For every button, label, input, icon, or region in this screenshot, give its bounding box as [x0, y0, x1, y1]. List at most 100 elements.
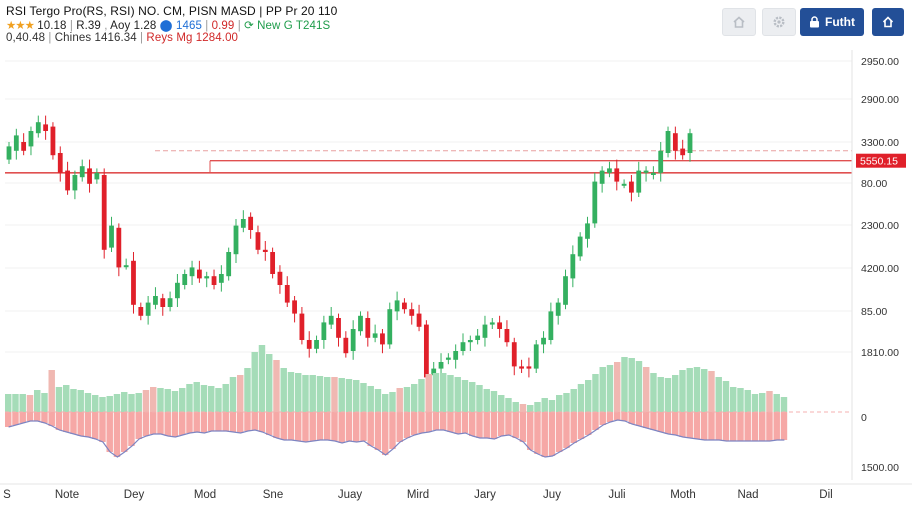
price-tick-label: 4200.00 — [861, 263, 899, 275]
histogram-bar — [324, 377, 331, 412]
histogram-bar — [121, 392, 128, 412]
time-tick-label: S — [3, 489, 11, 501]
candlestick-chart[interactable]: 2950.00 2900.00 3300.00 80.00 2300.00 4200.00… — [0, 50, 912, 512]
summary-row: 0,40.48 | Chines 1416.34 | Reys Mg 1284.… — [6, 32, 238, 44]
histogram-bar — [773, 394, 780, 412]
candle — [13, 135, 19, 151]
histogram-bar — [650, 412, 657, 430]
candle — [299, 313, 305, 340]
histogram-bar — [403, 387, 411, 412]
summary-chips: Chines 1416.34 — [54, 32, 137, 44]
gear-icon — [773, 16, 785, 28]
histogram-bar — [55, 387, 63, 412]
histogram-bar — [19, 394, 26, 412]
histogram-bar — [186, 384, 193, 412]
histogram-bar — [577, 412, 585, 439]
candle — [145, 302, 151, 316]
histogram-bar — [113, 412, 121, 457]
candle — [175, 282, 180, 299]
histogram-bar — [287, 372, 295, 412]
candle — [460, 342, 466, 351]
candle — [284, 285, 290, 303]
time-tick-label: Juli — [608, 489, 625, 501]
histogram-bar — [41, 412, 48, 423]
histogram-bar — [389, 412, 396, 449]
candle — [585, 223, 590, 239]
time-tick-label: Jary — [474, 489, 496, 501]
home-button[interactable] — [722, 8, 756, 36]
histogram-bar — [556, 395, 563, 412]
candle — [292, 300, 297, 314]
histogram-bar — [164, 389, 171, 412]
histogram-bar — [244, 368, 251, 412]
histogram-bar — [512, 412, 519, 438]
time-tick-label: Mird — [407, 489, 429, 501]
histogram-bar — [106, 412, 113, 452]
histogram-bar — [744, 390, 751, 412]
histogram-bar — [780, 397, 788, 412]
candle — [555, 302, 561, 316]
candle — [314, 340, 319, 349]
histogram-bar — [693, 412, 701, 439]
separator: | — [205, 20, 209, 32]
histogram-bar — [469, 382, 476, 412]
histogram-bar — [483, 389, 490, 412]
candle — [614, 168, 620, 182]
histogram-bar — [780, 412, 788, 440]
candle — [658, 150, 664, 173]
histogram-bar — [309, 375, 316, 412]
histogram-bar — [113, 394, 121, 412]
histogram-bar — [251, 352, 258, 412]
share-button[interactable] — [872, 8, 904, 36]
histogram-bar — [5, 412, 12, 427]
price-grid — [5, 60, 852, 353]
candle — [504, 329, 510, 343]
histogram-bar — [374, 389, 382, 412]
histogram-bar — [280, 412, 287, 440]
histogram-bar — [708, 371, 715, 412]
separator: | — [48, 32, 52, 44]
histogram-bar — [266, 354, 273, 412]
histogram-bar — [295, 412, 302, 441]
candles-layer — [6, 115, 693, 387]
histogram-bar — [150, 412, 157, 434]
settings-button[interactable] — [762, 8, 796, 36]
candle — [592, 181, 598, 224]
stat-r: R.39 — [76, 20, 101, 32]
histogram-bar — [556, 412, 563, 452]
histogram-bar — [106, 396, 113, 412]
candle — [43, 124, 49, 131]
histogram-bar — [418, 412, 425, 433]
candle — [526, 366, 532, 369]
primary-action-button[interactable]: Futht — [800, 8, 864, 36]
time-tick-label: Juay — [338, 489, 363, 501]
histogram-bar — [679, 412, 686, 437]
histogram-bar — [715, 377, 722, 412]
histogram-bar — [432, 373, 440, 412]
candle — [533, 344, 539, 369]
histogram-bar — [179, 412, 186, 435]
histogram-bar — [403, 412, 411, 438]
histogram-bar — [773, 412, 780, 440]
candle — [343, 337, 349, 354]
histogram-bar — [606, 365, 614, 412]
histogram-bar — [751, 394, 759, 412]
candle — [629, 181, 634, 193]
histogram-bar — [744, 412, 751, 441]
histogram-bar — [396, 412, 403, 442]
histogram-bar — [737, 388, 744, 412]
price-tick-label: 2300.00 — [861, 220, 899, 232]
stat-red: 0.99 — [211, 20, 235, 32]
histogram-bar — [606, 412, 614, 422]
histogram-bar — [19, 412, 26, 423]
histogram-bar — [548, 400, 556, 412]
histogram-bar — [193, 382, 200, 412]
histogram-bar — [621, 357, 628, 412]
candle — [57, 153, 63, 173]
candle — [665, 131, 671, 153]
histogram-bar — [541, 412, 548, 457]
candle — [167, 298, 173, 307]
histogram-bar — [759, 412, 766, 441]
candle — [28, 131, 34, 147]
candle — [336, 318, 341, 338]
